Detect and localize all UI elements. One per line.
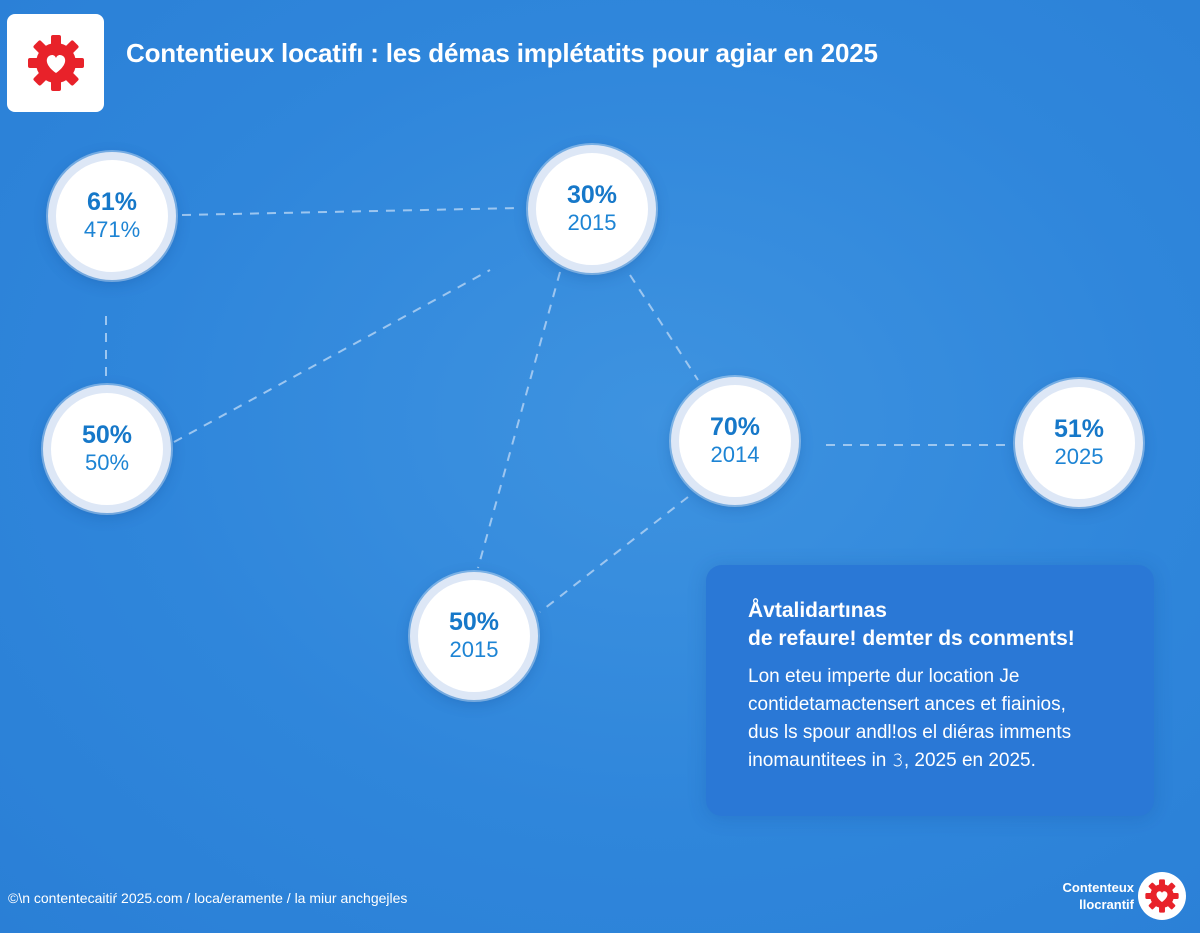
info-heading-line: de refaure! demter ds conments! <box>748 627 1075 650</box>
node-percentage: 50% <box>448 608 500 637</box>
info-heading: Åvtalidartınas de refaure! demter ds con… <box>748 597 1126 653</box>
page-title: Contentieux locatifı : les démas impléta… <box>126 38 878 68</box>
brand-line: Contenteux <box>1062 880 1135 895</box>
logo[interactable] <box>7 14 104 112</box>
info-body-line: dus ls spour andl!os el diéras imments <box>748 722 1072 743</box>
info-card: Åvtalidartınas de refaure! demter ds con… <box>706 565 1154 816</box>
connector-n3-n2 <box>173 269 491 443</box>
connector-n4-n6 <box>539 496 689 613</box>
brand-logo[interactable] <box>1138 872 1186 920</box>
info-body-line: Lon eteu imperte dur location Je <box>748 666 1020 687</box>
connector-n2-n4 <box>629 274 699 381</box>
gear-heart-icon <box>1145 879 1179 913</box>
node-subvalue: 2014 <box>710 442 760 468</box>
stat-node-70[interactable]: 70% 2014 <box>671 377 799 505</box>
stat-node-50-left[interactable]: 50% 50% <box>43 385 171 513</box>
gear-heart-icon <box>27 35 84 91</box>
node-percentage: 30% <box>566 181 618 210</box>
node-subvalue: 2015 <box>567 210 617 236</box>
node-subvalue: 50% <box>84 450 130 476</box>
info-body: Lon eteu imperte dur location Je contide… <box>748 663 1126 775</box>
connector-n2-n6 <box>477 271 561 569</box>
node-subvalue: 2025 <box>1054 444 1104 470</box>
info-heading-line: Åvtalidartınas <box>748 599 887 622</box>
stat-node-61[interactable]: 61% 471% <box>48 152 176 280</box>
stat-node-51[interactable]: 51% 2025 <box>1015 379 1143 507</box>
node-percentage: 51% <box>1053 415 1105 444</box>
brand-name: Contenteux llocrantif <box>1063 879 1135 913</box>
node-subvalue: 2015 <box>449 637 499 663</box>
stat-node-30[interactable]: 30% 2015 <box>528 145 656 273</box>
node-percentage: 50% <box>81 421 133 450</box>
footer-source-link[interactable]: ©\n contentecaitiŕ 2025.com / loca/erame… <box>8 890 408 906</box>
info-body-line: contidetamactensert ances et fiainios, <box>748 694 1066 715</box>
connector-n1-n2 <box>181 207 521 216</box>
node-subvalue: 471% <box>83 217 141 243</box>
node-percentage: 61% <box>86 188 138 217</box>
brand-line: llocrantif <box>1079 897 1134 912</box>
node-percentage: 70% <box>709 413 761 442</box>
info-body-line: inomauntitees in 𝟹, 2025 en 2025. <box>748 750 1036 771</box>
stat-node-50-bottom[interactable]: 50% 2015 <box>410 572 538 700</box>
